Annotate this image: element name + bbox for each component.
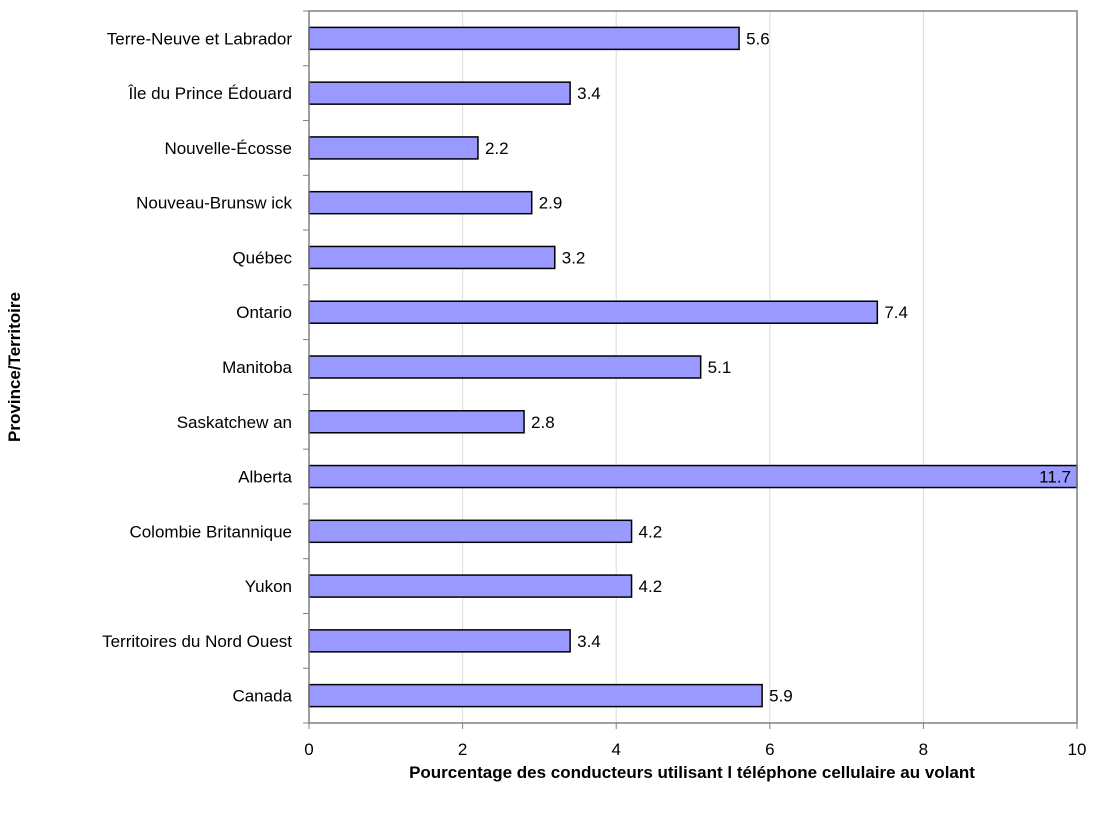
x-tick-label: 2 — [458, 740, 467, 759]
bar — [308, 464, 1078, 489]
bar — [308, 574, 633, 598]
category-label: Québec — [232, 248, 292, 267]
axes — [303, 10, 1078, 729]
category-label: Canada — [232, 687, 292, 706]
bar — [308, 81, 571, 105]
category-label: Colombie Britannique — [129, 522, 292, 541]
bar — [308, 683, 763, 708]
category-label: Nouveau-Brunsw ick — [136, 194, 292, 213]
category-label: Nouvelle-Écosse — [164, 139, 292, 158]
bar — [308, 300, 879, 324]
x-tick-label: 0 — [304, 740, 313, 759]
value-label: 2.9 — [539, 194, 563, 213]
x-tick-label: 8 — [919, 740, 928, 759]
value-label: 4.2 — [639, 577, 663, 596]
value-label: 3.2 — [562, 248, 586, 267]
bar — [308, 519, 633, 544]
x-axis-title: Pourcentage des conducteurs utilisant l … — [409, 763, 975, 782]
bar — [308, 136, 479, 160]
category-label: Alberta — [238, 468, 292, 487]
x-tick-label: 4 — [611, 740, 620, 759]
category-label: Territoires du Nord Ouest — [102, 632, 292, 651]
category-label: Manitoba — [222, 358, 292, 377]
value-label: 4.2 — [639, 522, 663, 541]
value-label: 5.1 — [708, 358, 732, 377]
category-label: Terre-Neuve et Labrador — [107, 29, 293, 48]
value-label: 3.4 — [577, 84, 601, 103]
x-tick-label: 6 — [765, 740, 774, 759]
bars — [308, 26, 1078, 708]
x-tick-label: 10 — [1068, 740, 1087, 759]
bar — [308, 629, 571, 653]
value-label: 2.2 — [485, 139, 509, 158]
bar — [308, 245, 556, 270]
value-label: 7.4 — [884, 303, 908, 322]
bar — [308, 410, 525, 434]
value-label: 2.8 — [531, 413, 555, 432]
bar — [308, 26, 740, 51]
value-label: 3.4 — [577, 632, 601, 651]
value-label: 11.7 — [1039, 468, 1071, 487]
category-label: Île du Prince Édouard — [128, 84, 293, 103]
category-label: Ontario — [236, 303, 292, 322]
bar — [308, 190, 533, 215]
labels: 0 2 4 6 8 10 Terre-Neuve et Labrador 5.6 Île du … — [102, 29, 1086, 759]
category-label: Yukon — [245, 577, 292, 596]
value-label: 5.6 — [746, 29, 770, 48]
value-label: 5.9 — [769, 687, 793, 706]
category-label: Saskatchew an — [177, 413, 292, 432]
y-axis-title: Province/Territoire — [5, 292, 24, 442]
plot-area-frame — [308, 10, 1078, 724]
bar — [308, 355, 702, 379]
